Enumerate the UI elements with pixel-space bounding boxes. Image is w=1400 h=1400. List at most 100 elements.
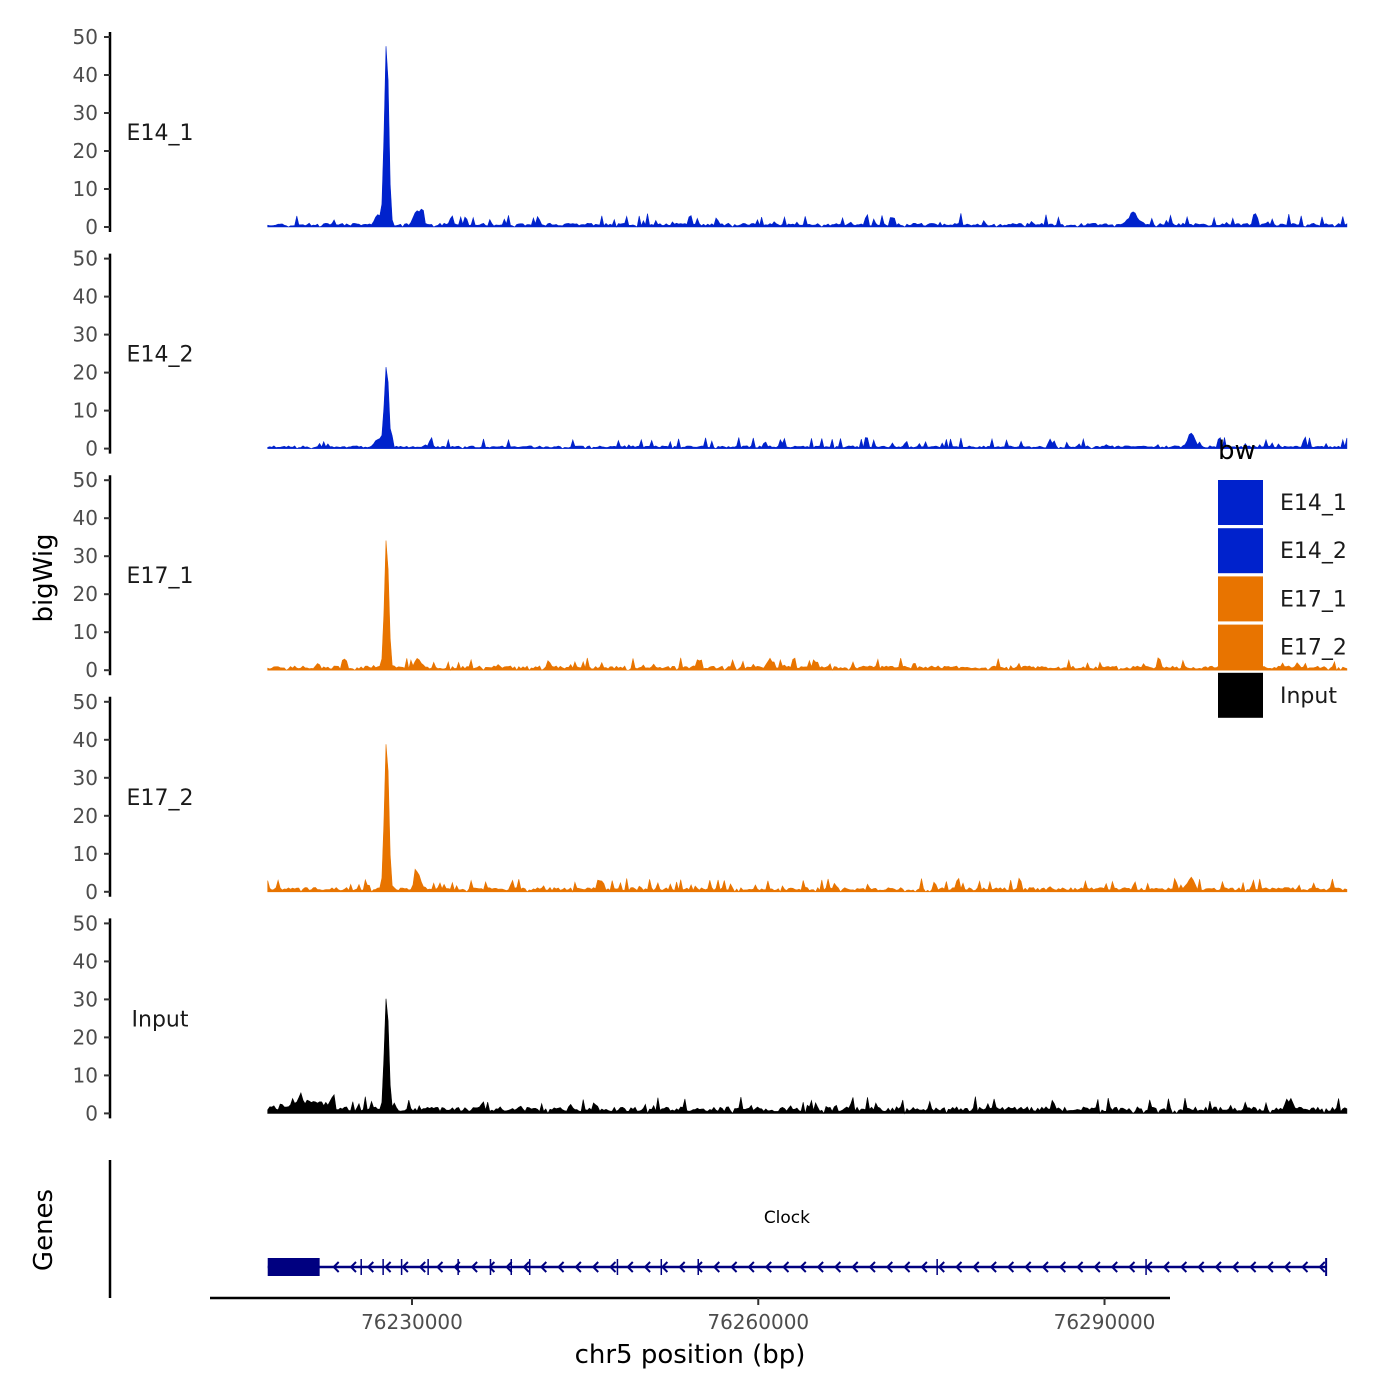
track-E17_1: 0 10 20 30 40 50 E17_1 (73, 468, 1348, 682)
track-label: E17_1 (127, 564, 194, 589)
y-tick-label: 10 (73, 177, 98, 201)
strand-arrow (436, 1261, 444, 1273)
strand-arrow (920, 1261, 928, 1273)
signal-area-E14_2 (267, 367, 1348, 450)
track-E17_2: 0 10 20 30 40 50 E17_2 (73, 690, 1348, 904)
strand-arrow (401, 1261, 409, 1273)
strand-arrow (1145, 1261, 1153, 1273)
y-tick-label: 40 (73, 285, 98, 309)
strand-arrow (332, 1261, 340, 1273)
strand-arrow (799, 1261, 807, 1273)
strand-arrow (1006, 1261, 1015, 1273)
strand-arrow (955, 1261, 963, 1273)
y-tick-label: 40 (73, 949, 98, 973)
strand-arrow (764, 1261, 772, 1273)
x-tick-label: 76290000 (1054, 1310, 1156, 1334)
y-tick-label: 40 (73, 728, 98, 752)
legend-label-E17_1: E17_1 (1280, 587, 1347, 612)
signal-tracks: 0 10 20 30 40 50 E14_1 0 10 20 30 40 50 E14_2 0 10 20 30 4… (73, 25, 1348, 1125)
y-tick-label: 0 (85, 880, 98, 904)
strand-arrow (1110, 1261, 1118, 1273)
strand-arrow (418, 1261, 426, 1273)
y-tick-label: 0 (85, 1101, 98, 1125)
legend-key-E17_1 (1218, 576, 1263, 622)
y-axis-title: bigWig (29, 533, 59, 622)
strand-arrow (487, 1261, 496, 1273)
strand-arrow (1162, 1261, 1170, 1273)
strand-arrow (1128, 1261, 1136, 1273)
legend-title: bw (1218, 436, 1256, 466)
legend-label-E17_2: E17_2 (1280, 636, 1347, 661)
strand-arrow (782, 1261, 790, 1273)
y-tick-label: 0 (85, 437, 98, 461)
strand-arrow (1179, 1261, 1188, 1273)
strand-arrow (1231, 1261, 1240, 1273)
strand-arrow (660, 1261, 669, 1273)
track-label: E14_1 (127, 121, 194, 146)
signal-area-E14_1 (267, 46, 1348, 228)
strand-arrow (1076, 1261, 1084, 1273)
y-tick-label: 20 (73, 1025, 98, 1049)
signal-area-E17_1 (267, 540, 1348, 671)
y-tick-label: 30 (73, 101, 98, 125)
strand-arrow (1058, 1261, 1067, 1273)
legend-label-E14_2: E14_2 (1280, 539, 1347, 564)
strand-arrow (903, 1261, 911, 1273)
strand-arrow (937, 1261, 945, 1273)
strand-arrow (730, 1261, 738, 1273)
strand-arrow (349, 1261, 357, 1273)
track-Input: 0 10 20 30 40 50 Input (73, 911, 1348, 1125)
strand-arrow (989, 1261, 997, 1273)
y-tick-label: 20 (73, 361, 98, 385)
strand-arrow (747, 1261, 755, 1273)
strand-arrow (557, 1261, 565, 1273)
y-tick-label: 30 (73, 544, 98, 568)
track-label: Input (132, 1007, 189, 1032)
y-tick-label: 10 (73, 1063, 98, 1087)
strand-arrow (1214, 1261, 1222, 1273)
strand-arrow (539, 1261, 548, 1273)
y-tick-label: 50 (73, 25, 98, 49)
y-tick-label: 50 (73, 911, 98, 935)
track-E14_1: 0 10 20 30 40 50 E14_1 (73, 25, 1348, 239)
legend: bw E14_1 E14_2 E17_1 E17_2 Input (1218, 436, 1347, 718)
strand-arrow (851, 1261, 859, 1273)
track-label: E17_2 (127, 786, 194, 811)
y-tick-label: 20 (73, 582, 98, 606)
strand-arrow (712, 1261, 721, 1273)
y-tick-label: 10 (73, 842, 98, 866)
strand-arrow (522, 1261, 530, 1273)
strand-arrow (470, 1261, 478, 1273)
y-tick-label: 50 (73, 690, 98, 714)
strand-arrow (591, 1261, 599, 1273)
strand-arrow (505, 1261, 513, 1273)
legend-label-E14_1: E14_1 (1280, 491, 1347, 516)
strand-arrow (1318, 1261, 1326, 1273)
y-tick-label: 0 (85, 215, 98, 239)
track-E14_2: 0 10 20 30 40 50 E14_2 (73, 247, 1348, 461)
track-label: E14_2 (127, 343, 194, 368)
legend-key-E14_1 (1218, 480, 1263, 525)
strand-arrow (384, 1261, 392, 1273)
y-tick-label: 10 (73, 399, 98, 423)
strand-arrow (643, 1261, 651, 1273)
legend-key-E17_2 (1218, 624, 1263, 670)
strand-arrow (868, 1261, 876, 1273)
strand-arrow (1301, 1261, 1309, 1273)
strand-arrow (574, 1261, 582, 1273)
strand-arrow (1249, 1261, 1257, 1273)
gene-utr-block (267, 1258, 320, 1276)
signal-area-Input (267, 998, 1348, 1115)
strand-arrow (366, 1261, 375, 1273)
legend-key-Input (1218, 672, 1263, 718)
y-tick-label: 40 (73, 506, 98, 530)
strand-arrow (833, 1261, 842, 1273)
strand-arrow (453, 1261, 461, 1273)
y-tick-label: 50 (73, 468, 98, 492)
strand-arrow (1266, 1261, 1274, 1273)
strand-arrow (1093, 1261, 1101, 1273)
y-tick-label: 30 (73, 766, 98, 790)
x-tick-label: 76260000 (707, 1310, 809, 1334)
x-axis-title: chr5 position (bp) (575, 1340, 806, 1370)
